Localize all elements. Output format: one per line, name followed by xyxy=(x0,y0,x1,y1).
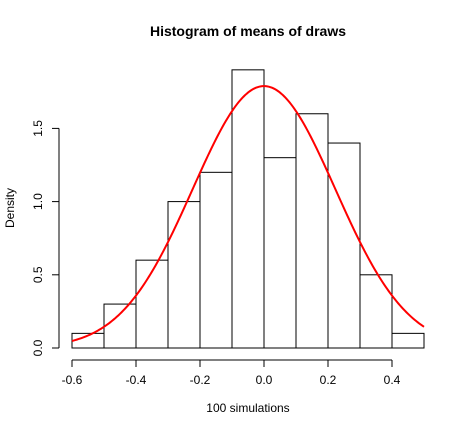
x-tick-label: 0.4 xyxy=(384,373,401,387)
y-axis-label: Density xyxy=(3,188,17,228)
x-tick-label: -0.2 xyxy=(190,373,211,387)
histogram-bar xyxy=(231,69,265,349)
y-tick-label: 1.5 xyxy=(31,120,45,137)
x-axis: -0.6 -0.4 -0.2 0.0 0.2 0.4 xyxy=(62,359,401,387)
y-axis: 0.0 0.5 1.0 1.5 xyxy=(31,120,60,356)
x-axis-label: 100 simulations xyxy=(206,401,289,415)
y-tick-label: 1.0 xyxy=(31,193,45,210)
histogram-bar xyxy=(327,142,361,349)
histogram-bar xyxy=(199,171,233,349)
x-tick-label: 0.2 xyxy=(320,373,337,387)
histogram-bar xyxy=(167,201,201,349)
density-curve xyxy=(71,85,425,342)
y-tick-label: 0.5 xyxy=(31,266,45,283)
histogram-bar xyxy=(295,113,329,349)
histogram-bar xyxy=(103,303,137,349)
y-tick-label: 0.0 xyxy=(31,339,45,356)
histogram-bar xyxy=(135,259,169,349)
x-tick-label: -0.4 xyxy=(126,373,147,387)
x-tick-label: 0.0 xyxy=(256,373,273,387)
histogram-bar xyxy=(391,332,425,349)
chart-title: Histogram of means of draws xyxy=(150,23,346,39)
histogram-bar xyxy=(263,157,297,349)
x-tick-label: -0.6 xyxy=(62,373,83,387)
bars-group xyxy=(71,69,425,349)
histogram-bar xyxy=(359,274,393,349)
